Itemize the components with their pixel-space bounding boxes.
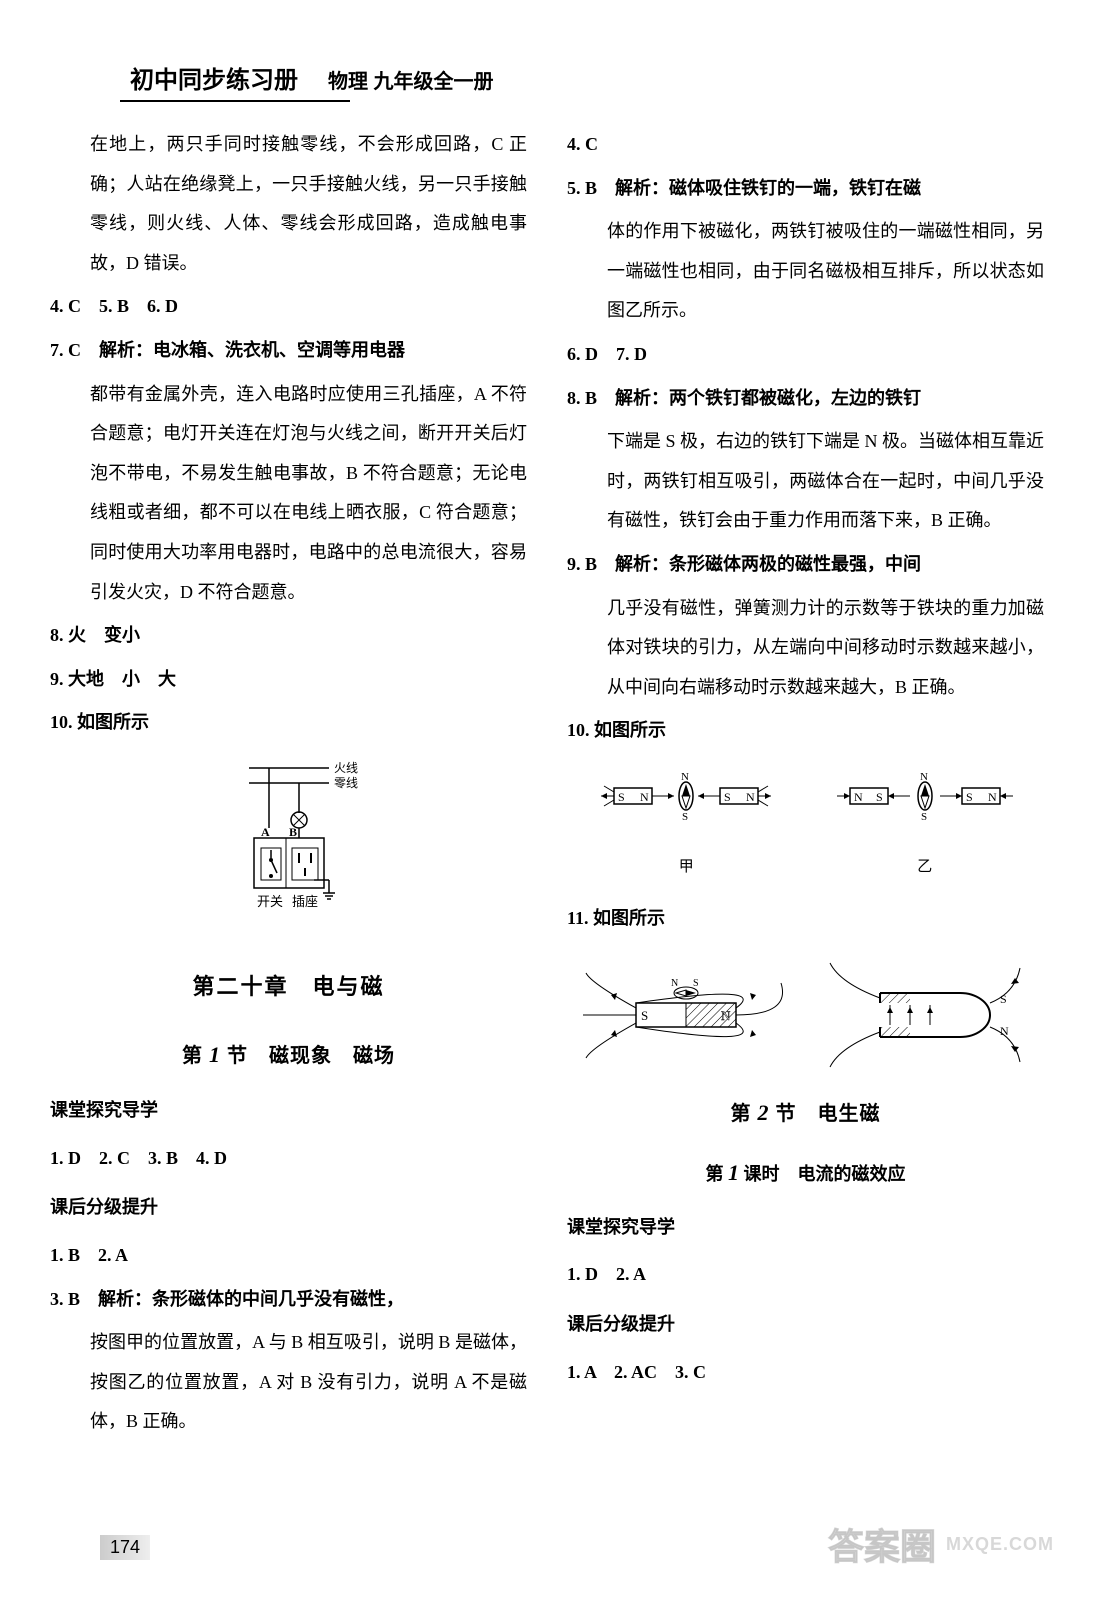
lesson-1-title: 第 1 课时 电流的磁效应: [567, 1149, 1044, 1197]
label-b: B: [289, 825, 297, 839]
svg-text:S: S: [682, 811, 688, 823]
switch-label: 开关: [257, 894, 283, 909]
compass-fig-jia: S N N S S N: [596, 766, 776, 884]
bar-magnet-field-svg: S N N S: [581, 953, 791, 1073]
answer-7-body: 都带有金属外壳，连入电路时应使用三孔插座，A 不符合题意；电灯开关连在灯泡与火线…: [50, 375, 527, 613]
answer-r10: 10. 如图所示: [567, 711, 1044, 751]
svg-text:S: S: [618, 790, 625, 804]
svg-text:N: N: [681, 771, 689, 783]
class-answers-1: 1. D 2. C 3. B 4. D: [50, 1139, 527, 1179]
answer-r67: 6. D 7. D: [567, 335, 1044, 375]
answer-456: 4. C 5. B 6. D: [50, 287, 527, 327]
afterclass-answer-3: 3. B 解析：条形磁体的中间几乎没有磁性，: [50, 1280, 527, 1320]
answer-r11: 11. 如图所示: [567, 899, 1044, 939]
svg-text:N: N: [988, 790, 997, 804]
svg-text:S: S: [876, 790, 883, 804]
book-title: 初中同步练习册: [130, 60, 298, 95]
watermark: 答案圈 MXQE.COM: [828, 1518, 1054, 1570]
caption-yi: 乙: [835, 851, 1015, 884]
after-class-label-r: 课后分级提升: [567, 1305, 1044, 1345]
chapter-title: 第二十章 电与磁: [50, 963, 527, 1011]
answer-r5-body: 体的作用下被磁化，两铁钉被吸住的一端磁性相同，另一端磁性也相同，由于同名磁极相互…: [567, 212, 1044, 331]
answer-r8: 8. B 解析：两个铁钉都被磁化，左边的铁钉: [567, 379, 1044, 419]
svg-text:N: N: [721, 1008, 731, 1023]
answer-7: 7. C 解析：电冰箱、洗衣机、空调等用电器: [50, 331, 527, 371]
class-study-label-r: 课堂探究导学: [567, 1208, 1044, 1248]
horseshoe-magnet-field-svg: S N: [820, 953, 1030, 1073]
class-study-label: 课堂探究导学: [50, 1091, 527, 1131]
svg-text:S: S: [724, 790, 731, 804]
section-2-title: 第 2 节 电生磁: [567, 1089, 1044, 1137]
svg-text:N: N: [920, 771, 928, 783]
afterclass-answers-r1: 1. A 2. AC 3. C: [567, 1353, 1044, 1393]
watermark-en: MXQE.COM: [946, 1534, 1054, 1555]
svg-text:N: N: [854, 790, 863, 804]
circuit-figure: 火线 零线 A B: [50, 758, 527, 933]
after-class-label: 课后分级提升: [50, 1188, 527, 1228]
header-underline: [120, 100, 350, 102]
afterclass-answers-12: 1. B 2. A: [50, 1236, 527, 1276]
answer-r8-body: 下端是 S 极，右边的铁钉下端是 N 极。当磁体相互靠近时，两铁钉相互吸引，两磁…: [567, 422, 1044, 541]
right-column: 4. C 5. B 解析：磁体吸住铁钉的一端，铁钉在磁 体的作用下被磁化，两铁钉…: [567, 125, 1044, 1446]
compass-figures: S N N S S N: [567, 766, 1044, 884]
hot-wire-label: 火线: [334, 761, 358, 775]
afterclass-answer-3-body: 按图甲的位置放置，A 与 B 相互吸引，说明 B 是磁体，按图乙的位置放置，A …: [50, 1323, 527, 1442]
answer-8: 8. 火 变小: [50, 616, 527, 656]
page-header: 初中同步练习册 物理 九年级全一册: [50, 60, 1044, 95]
answer-r9: 9. B 解析：条形磁体两极的磁性最强，中间: [567, 545, 1044, 585]
answer-r9-body: 几乎没有磁性，弹簧测力计的示数等于铁块的重力加磁体对铁块的引力，从左端向中间移动…: [567, 589, 1044, 708]
watermark-cn: 答案圈: [828, 1518, 936, 1570]
neutral-wire-label: 零线: [334, 776, 358, 790]
svg-text:S: S: [693, 978, 699, 989]
circuit-diagram-svg: 火线 零线 A B: [189, 758, 389, 918]
svg-text:N: N: [640, 790, 649, 804]
answer-9: 9. 大地 小 大: [50, 660, 527, 700]
answer-r4: 4. C: [567, 125, 1044, 165]
socket-label: 插座: [292, 894, 318, 909]
class-answers-r1: 1. D 2. A: [567, 1255, 1044, 1295]
compass-fig-yi: N S N S S N: [835, 766, 1015, 884]
main-content: 在地上，两只手同时接触零线，不会形成回路，C 正确；人站在绝缘凳上，一只手接触火…: [50, 125, 1044, 1446]
page-number: 174: [100, 1535, 150, 1560]
section-1-title: 第 1 节 磁现象 磁场: [50, 1031, 527, 1079]
svg-text:N: N: [671, 978, 678, 989]
answer-r5: 5. B 解析：磁体吸住铁钉的一端，铁钉在磁: [567, 169, 1044, 209]
field-line-figures: S N N S: [567, 953, 1044, 1073]
label-a: A: [261, 825, 270, 839]
compass-svg-jia: S N N S S N: [596, 766, 776, 836]
svg-text:N: N: [746, 790, 755, 804]
compass-svg-yi: N S N S S N: [835, 766, 1015, 836]
left-column: 在地上，两只手同时接触零线，不会形成回路，C 正确；人站在绝缘凳上，一只手接触火…: [50, 125, 527, 1446]
subject-grade: 物理 九年级全一册: [328, 65, 494, 94]
svg-text:S: S: [966, 790, 973, 804]
caption-jia: 甲: [596, 851, 776, 884]
svg-text:S: S: [921, 811, 927, 823]
explanation-text: 在地上，两只手同时接触零线，不会形成回路，C 正确；人站在绝缘凳上，一只手接触火…: [50, 125, 527, 283]
answer-10: 10. 如图所示: [50, 703, 527, 743]
svg-text:S: S: [641, 1008, 648, 1023]
